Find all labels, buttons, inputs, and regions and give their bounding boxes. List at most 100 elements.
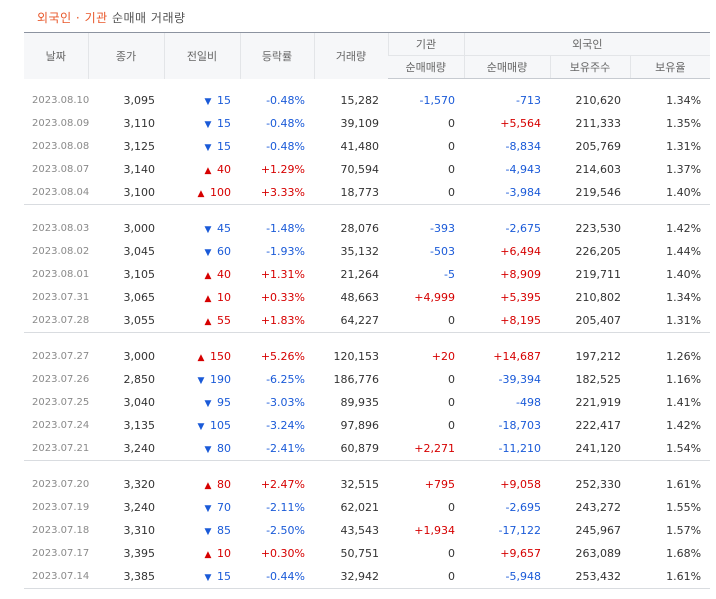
cell-rate: -6.25% (266, 373, 305, 386)
cell-holdings: 222,417 (575, 419, 622, 432)
change-value: 10 (217, 291, 231, 304)
cell-volume: 120,153 (333, 350, 380, 363)
table-row: 2023.08.02 3,045 ▼ 60 -1.93% 35,132 -503 +6,494… (24, 240, 710, 263)
cell-ratio: 1.34% (666, 291, 702, 304)
cell-rate: +0.30% (260, 547, 305, 560)
cell-volume: 50,751 (340, 547, 380, 560)
cell-holdings: 197,212 (575, 350, 622, 363)
title-foreign-institution: 외국인 · 기관 (37, 11, 108, 25)
cell-close: 3,320 (123, 478, 156, 491)
header-volume: 거래량 (313, 32, 388, 79)
cell-close: 3,240 (123, 442, 156, 455)
cell-inst-net: 0 (448, 140, 455, 153)
cell-inst-net: 0 (388, 565, 464, 589)
cell-holdings: 226,205 (575, 245, 622, 258)
cell-holdings: 263,089 (575, 547, 622, 560)
header-change: 전일비 (163, 32, 240, 79)
cell-date: 2023.07.17 (32, 548, 90, 559)
cell-change: ▼ 80 (164, 437, 240, 461)
cell-date: 2023.08.02 (32, 246, 90, 257)
cell-ratio: 1.61% (666, 478, 702, 491)
down-arrow-icon: ▼ (197, 422, 205, 432)
cell-change: ▲ 55 (164, 309, 240, 333)
cell-foreign-net: +5,395 (500, 291, 541, 304)
change-value: 15 (217, 140, 231, 153)
cell-volume: 60,879 (340, 442, 380, 455)
cell-ratio: 1.31% (666, 314, 702, 327)
cell-inst-net: 0 (448, 186, 455, 199)
change-value: 80 (217, 442, 231, 455)
cell-date: 2023.08.04 (32, 187, 90, 198)
change-value: 105 (210, 419, 231, 432)
cell-close: 3,065 (123, 291, 156, 304)
cell-date: 2023.07.24 (32, 420, 90, 431)
cell-rate: -0.44% (240, 565, 314, 589)
cell-volume: 35,132 (340, 245, 380, 258)
cell-close: 3,110 (123, 117, 156, 130)
change-value: 190 (210, 373, 231, 386)
change-value: 70 (217, 501, 231, 514)
cell-volume: 186,776 (333, 373, 380, 386)
table-row: 2023.08.09 3,110 ▼ 15 -0.48% 39,109 0 +5,564 211… (24, 112, 710, 135)
cell-holdings: 182,525 (575, 373, 622, 386)
down-arrow-icon: ▼ (204, 445, 212, 455)
cell-change: ▼ 95 (164, 391, 240, 414)
cell-ratio: 1.42% (666, 222, 702, 235)
cell-holdings: 210,802 (575, 291, 622, 304)
cell-foreign-net: -11,210 (498, 442, 541, 455)
cell-holdings: 210,620 (575, 94, 622, 107)
down-arrow-icon: ▼ (204, 504, 212, 514)
cell-date: 2023.07.28 (32, 315, 90, 326)
cell-rate: -0.48% (266, 140, 305, 153)
cell-inst-net: 0 (448, 117, 455, 130)
cell-holdings: 219,546 (575, 186, 622, 199)
cell-volume: 28,076 (340, 222, 380, 235)
change-value: 40 (217, 268, 231, 281)
up-arrow-icon: ▲ (204, 481, 212, 491)
up-arrow-icon: ▲ (204, 294, 212, 304)
down-arrow-icon: ▼ (204, 225, 212, 235)
cell-close: 3,040 (123, 396, 156, 409)
cell-holdings: 252,330 (575, 478, 622, 491)
group-spacer (24, 79, 710, 90)
cell-ratio: 1.40% (666, 186, 702, 199)
change-value: 150 (210, 350, 231, 363)
cell-rate: +5.26% (260, 350, 305, 363)
cell-foreign-net: +6,494 (500, 245, 541, 258)
group-separator (24, 332, 711, 345)
down-arrow-icon: ▼ (204, 573, 212, 583)
down-arrow-icon: ▼ (204, 120, 212, 130)
cell-date: 2023.08.10 (32, 95, 90, 106)
header-date: 날짜 (24, 32, 88, 79)
down-arrow-icon: ▼ (204, 248, 212, 258)
cell-close: 3,395 (123, 547, 156, 560)
cell-ratio: 1.40% (666, 268, 702, 281)
cell-rate: -2.50% (266, 524, 305, 537)
change-value: 15 (217, 570, 231, 583)
cell-inst-net: 0 (448, 314, 455, 327)
cell-date: 2023.08.01 (32, 269, 90, 280)
cell-change: ▼ 15 (164, 112, 240, 135)
down-arrow-icon: ▼ (204, 97, 212, 107)
cell-ratio: 1.31% (666, 140, 702, 153)
cell-date: 2023.08.08 (32, 141, 90, 152)
cell-ratio: 1.68% (666, 547, 702, 560)
cell-close: 3,055 (123, 314, 156, 327)
table-row: 2023.07.24 3,135 ▼ 105 -3.24% 97,896 0 -18,703 2… (24, 414, 710, 437)
cell-change: ▼ 15 (164, 135, 240, 158)
group-separator (24, 204, 711, 217)
cell-inst-net: 0 (448, 501, 455, 514)
cell-change: ▼ 45 (164, 217, 240, 240)
cell-inst-net: -5 (444, 268, 455, 281)
table-row: 2023.07.26 2,850 ▼ 190 -6.25% 186,776 0 -39,394… (24, 368, 710, 391)
cell-volume: 18,773 (340, 186, 380, 199)
cell-ratio: 1.57% (666, 524, 702, 537)
cell-ratio: 1.44% (666, 245, 702, 258)
cell-ratio: 1.61% (630, 565, 711, 589)
table-row: 2023.08.04 3,100 ▲ 100 +3.33% 18,773 0 -3,984 21… (24, 181, 710, 205)
table-row: 2023.07.28 3,055 ▲ 55 +1.83% 64,227 0 +8,195 205… (24, 309, 710, 333)
table-row: 2023.08.03 3,000 ▼ 45 -1.48% 28,076 -393 -2,675… (24, 217, 710, 240)
up-arrow-icon: ▲ (204, 271, 212, 281)
change-value: 80 (217, 478, 231, 491)
cell-ratio: 1.37% (666, 163, 702, 176)
